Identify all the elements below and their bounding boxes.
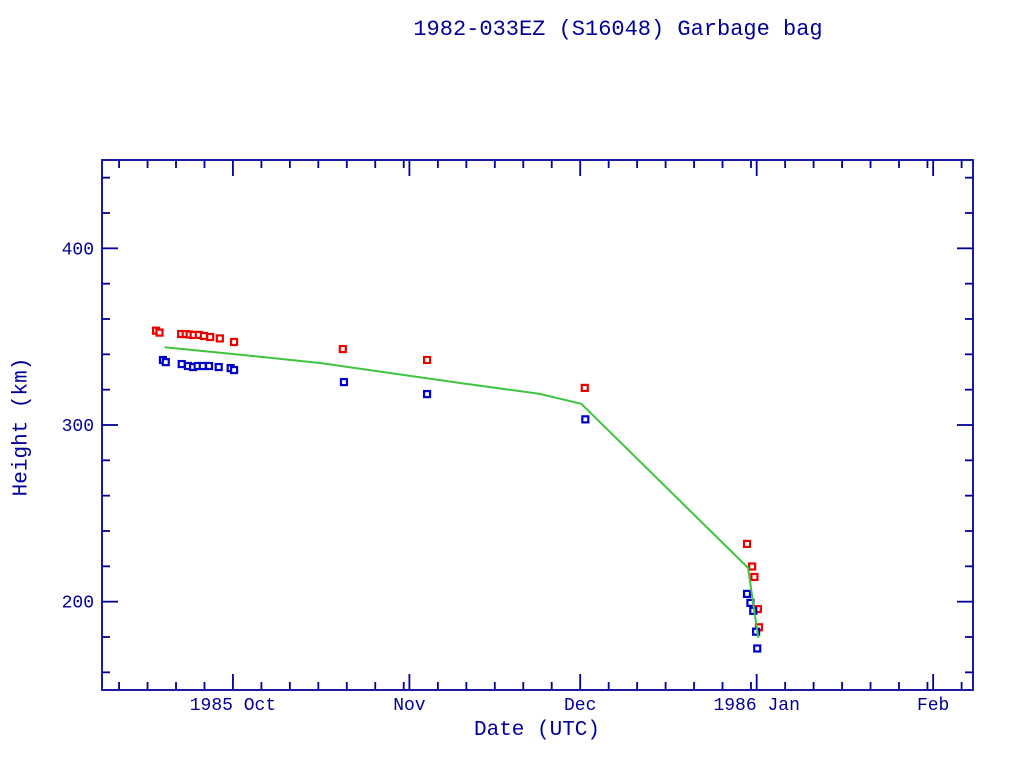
x-tick-label: Feb (917, 696, 949, 716)
data-point-blue-squares-lower (422, 389, 432, 399)
green-fit-line (164, 346, 760, 639)
data-point-blue-squares-lower (229, 365, 239, 375)
y-tick-label: 300 (62, 417, 94, 437)
data-point-blue-squares-lower (581, 415, 590, 424)
x-tick-label: 1985 Oct (190, 696, 276, 716)
data-point-red-squares-upper (750, 572, 759, 582)
data-point-blue-squares-lower (214, 362, 223, 372)
data-point-red-squares-upper (748, 562, 757, 571)
data-point-red-squares-upper (742, 539, 752, 548)
x-axis-title: Date (UTC) (473, 719, 601, 742)
data-point-blue-squares-lower (753, 644, 762, 653)
y-tick-label: 400 (62, 240, 94, 260)
data-point-red-squares-upper (229, 337, 239, 347)
data-point-blue-squares-lower (204, 361, 214, 371)
data-point-red-squares-upper (338, 344, 347, 354)
data-point-blue-squares-lower (161, 358, 170, 367)
data-point-blue-squares-lower (198, 361, 207, 371)
x-tick-label: Nov (393, 696, 426, 716)
plot-frame (101, 159, 974, 691)
chart-title: 1982-033EZ (S16048) Garbage bag (413, 17, 823, 42)
x-tick-label: 1986 Jan (713, 696, 799, 716)
data-point-red-squares-upper (199, 331, 209, 341)
data-point-blue-squares-lower (177, 359, 186, 369)
data-point-red-squares-upper (155, 328, 164, 337)
data-point-blue-squares-lower (742, 589, 752, 598)
x-tick-label: Dec (564, 696, 596, 716)
y-tick-label: 200 (62, 594, 94, 614)
data-point-red-squares-upper (422, 355, 432, 365)
data-point-blue-squares-lower (339, 377, 349, 387)
y-axis-title: Height (km) (10, 357, 34, 497)
data-point-red-squares-upper (206, 332, 215, 342)
data-point-red-squares-upper (215, 334, 224, 343)
data-point-red-squares-upper (580, 383, 589, 392)
